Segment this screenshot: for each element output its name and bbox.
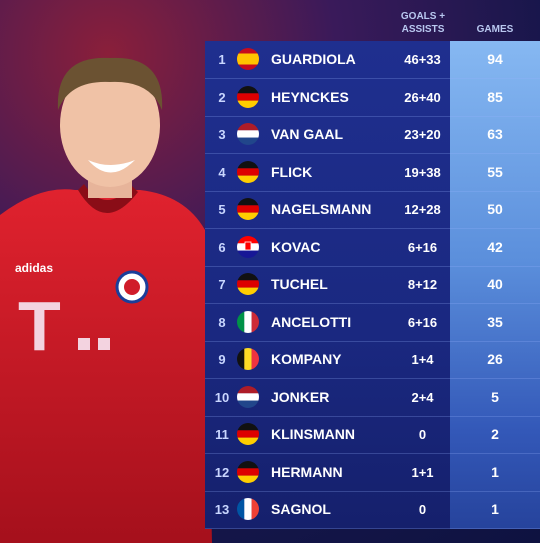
header-goals-assists: GOALS + ASSISTS — [400, 11, 446, 35]
goals-assists: 19+38 — [404, 164, 441, 180]
coach-name: HERMANN — [271, 463, 343, 480]
table: 1 GUARDIOLA 46+33 94 2 HEYNCKES 26+40 85 3 VAN GA… — [205, 41, 540, 529]
table-row: 11 KLINSMANN 0 2 — [205, 416, 540, 454]
games-column — [450, 41, 540, 529]
goals-assists: 46+33 — [404, 52, 441, 67]
table-row: 6 KOVAC 6+16 42 — [205, 229, 540, 267]
rank: 12 — [214, 464, 230, 480]
games: 35 — [487, 313, 503, 330]
table-row: 1 GUARDIOLA 46+33 94 — [205, 41, 540, 79]
flag — [237, 85, 259, 113]
flag — [237, 235, 259, 263]
goals-assists: 6+16 — [407, 314, 438, 330]
games: 1 — [491, 501, 499, 517]
rank: 4 — [218, 164, 226, 180]
goals-assists: 12+28 — [404, 202, 441, 217]
goals-assists: 6+16 — [407, 239, 438, 255]
flag — [237, 460, 259, 488]
coach-name: VAN GAAL — [271, 126, 344, 142]
coach-name: SAGNOL — [271, 501, 331, 517]
header-games: GAMES — [476, 24, 514, 35]
rank: 9 — [218, 352, 226, 367]
coach-name: NAGELSMANN — [271, 201, 372, 217]
coach-name: HEYNCKES — [271, 88, 349, 105]
rank: 10 — [214, 389, 230, 405]
games: 50 — [487, 201, 503, 217]
goals-assists: 1+4 — [411, 352, 434, 367]
flag — [237, 348, 259, 375]
goals-assists: 23+20 — [404, 127, 441, 142]
games: 55 — [487, 163, 503, 180]
table-row: 8 ANCELOTTI 6+16 35 — [205, 304, 540, 342]
flag — [237, 160, 259, 188]
goals-assists: 1+1 — [411, 464, 434, 480]
coach-name: GUARDIOLA — [271, 51, 356, 67]
flag — [237, 385, 259, 413]
goals-assists: 8+12 — [407, 277, 438, 292]
coach-name: FLICK — [271, 163, 313, 180]
rank: 5 — [218, 202, 226, 217]
flag — [237, 273, 259, 300]
player-figure: adidas T — [0, 57, 212, 543]
rank: 7 — [218, 277, 226, 292]
games: 63 — [487, 126, 503, 142]
rank: 8 — [218, 314, 226, 330]
flag — [237, 423, 259, 450]
svg-text:T: T — [18, 287, 61, 365]
games: 85 — [487, 88, 503, 105]
flag — [237, 123, 259, 150]
goals-assists: 0 — [418, 427, 427, 442]
coach-name: TUCHEL — [271, 276, 328, 292]
flag — [237, 310, 259, 338]
coach-name: KOMPANY — [271, 351, 342, 367]
table-row: 7 TUCHEL 8+12 40 — [205, 266, 540, 304]
goals-assists: 26+40 — [404, 89, 441, 105]
flag — [237, 498, 259, 525]
rank: 3 — [218, 127, 226, 142]
rank: 6 — [218, 239, 226, 255]
flag — [237, 198, 259, 225]
table-row: 2 HEYNCKES 26+40 85 — [205, 79, 540, 117]
rank: 13 — [214, 502, 230, 517]
rank: 2 — [218, 89, 226, 105]
coach-name: KOVAC — [271, 238, 321, 255]
goals-assists: 2+4 — [411, 389, 434, 405]
games: 42 — [487, 238, 503, 255]
games: 5 — [491, 388, 499, 405]
flag — [237, 48, 259, 75]
table-row: 5 NAGELSMANN 12+28 50 — [205, 191, 540, 229]
table-row: 10 JONKER 2+4 5 — [205, 379, 540, 417]
table-row: 9 KOMPANY 1+4 26 — [205, 341, 540, 379]
goals-assists: 0 — [418, 502, 427, 517]
games: 94 — [487, 51, 503, 67]
svg-text:adidas: adidas — [15, 261, 53, 275]
table-row: 4 FLICK 19+38 55 — [205, 154, 540, 192]
coach-name: KLINSMANN — [271, 426, 355, 442]
games: 26 — [487, 351, 503, 367]
table-row: 12 HERMANN 1+1 1 — [205, 454, 540, 492]
games: 40 — [487, 276, 503, 292]
table-row: 13 SAGNOL 0 1 — [205, 491, 540, 529]
rank: 11 — [215, 427, 229, 442]
coach-name: JONKER — [271, 388, 330, 405]
games: 2 — [491, 426, 499, 442]
coach-name: ANCELOTTI — [271, 313, 352, 330]
table-row: 3 VAN GAAL 23+20 63 — [205, 116, 540, 154]
rank: 1 — [218, 52, 226, 67]
games: 1 — [491, 463, 499, 480]
